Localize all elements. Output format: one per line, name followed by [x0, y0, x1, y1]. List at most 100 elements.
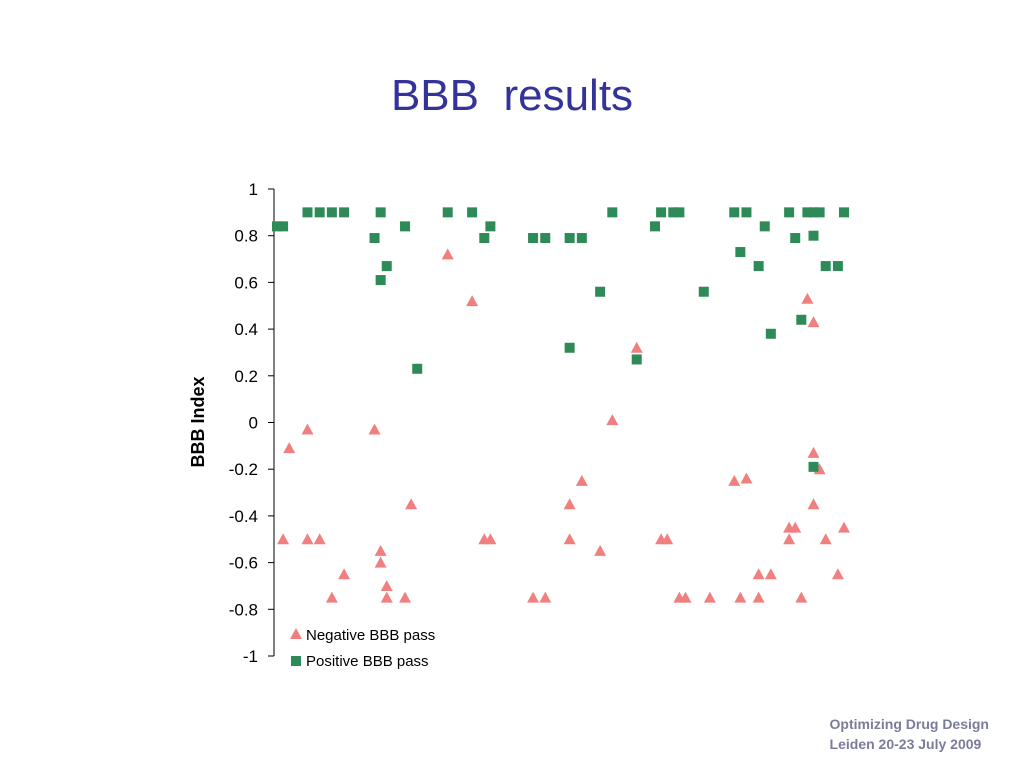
positive-data-point [808, 207, 819, 218]
negative-data-point [325, 591, 338, 603]
positive-data-point [272, 221, 282, 232]
y-axis: 1 0.8 0.6 0.4 0.2 0 -0.2 -0.4 -0.6 -0.8 -1 [229, 180, 275, 666]
negative-data-point [301, 423, 314, 435]
negative-data-point [728, 474, 741, 486]
negative-data-point [819, 533, 832, 545]
positive-data-point [832, 261, 843, 272]
y-tick-group [268, 188, 274, 657]
negative-data-point [277, 533, 290, 545]
positive-data-point [564, 342, 575, 353]
positive-data-point [796, 314, 807, 325]
negative-data-point [374, 556, 387, 568]
y-tick-label: -0.6 [229, 554, 258, 573]
negative-data-point [313, 533, 326, 545]
y-tick-label: -0.2 [229, 460, 258, 479]
positive-data-point [650, 221, 660, 232]
positive-data-point [339, 207, 350, 218]
negative-data-point [368, 423, 381, 435]
negative-data-point [679, 591, 692, 603]
positive-data-point [607, 207, 618, 218]
footer: Optimizing Drug Design Leiden 20-23 July… [830, 714, 989, 754]
negative-data-point [752, 568, 765, 580]
y-tick-label: 0.8 [234, 227, 258, 246]
positive-data-point [814, 207, 825, 218]
negative-data-point [527, 591, 540, 603]
negative-data-point [630, 341, 643, 353]
footer-line-event: Optimizing Drug Design [829, 716, 989, 732]
positive-data-point [302, 207, 313, 218]
y-tick-label: -0.8 [229, 600, 258, 619]
negative-data-point [764, 568, 777, 580]
negative-data-point [795, 591, 808, 603]
y-tick-label: 0.2 [234, 367, 258, 386]
positive-data-point [765, 328, 776, 339]
negative-data-point [484, 533, 497, 545]
negative-series-markers [277, 248, 850, 603]
negative-data-point [466, 295, 479, 307]
positive-data-point [528, 233, 539, 244]
positive-data-point [467, 207, 478, 218]
positive-data-point [412, 363, 423, 374]
negative-data-point [807, 446, 820, 458]
slide-title: BBB results [390, 71, 634, 120]
positive-data-point [369, 233, 380, 244]
positive-data-point [631, 354, 642, 365]
negative-data-point [399, 591, 412, 603]
positive-data-point [314, 207, 325, 218]
positive-data-point [808, 461, 819, 472]
negative-data-point [789, 521, 802, 533]
negative-data-point [734, 591, 747, 603]
positive-data-point [668, 207, 679, 218]
negative-data-point [606, 414, 619, 426]
negative-data-point [563, 533, 576, 545]
y-axis-label: BBB Index [188, 376, 208, 467]
positive-data-point [656, 207, 667, 218]
y-tick-label: -1 [243, 647, 258, 666]
negative-data-point [338, 568, 351, 580]
positive-data-point [729, 207, 740, 218]
negative-data-point [740, 472, 753, 484]
positive-data-point [278, 221, 289, 232]
positive-data-point [479, 233, 490, 244]
positive-data-point [576, 233, 587, 244]
positive-data-point [735, 247, 746, 258]
legend-triangle-icon [290, 628, 302, 639]
negative-data-point [594, 544, 607, 556]
negative-data-point [539, 591, 552, 603]
positive-data-point [698, 286, 709, 297]
positive-data-point [839, 207, 849, 218]
positive-data-point [595, 286, 606, 297]
positive-data-point [375, 207, 386, 218]
negative-data-point [661, 533, 674, 545]
negative-data-point [831, 568, 844, 580]
negative-data-point [380, 591, 393, 603]
legend-label-positive: Positive BBB pass [306, 653, 429, 670]
positive-data-point [820, 261, 831, 272]
positive-data-point [808, 230, 819, 241]
negative-data-point [807, 316, 820, 328]
positive-data-point [564, 233, 575, 244]
negative-data-point [283, 442, 296, 454]
negative-data-point [703, 591, 716, 603]
positive-data-point [540, 233, 551, 244]
negative-data-point [752, 591, 765, 603]
positive-data-point [759, 221, 770, 232]
positive-data-point [400, 221, 411, 232]
positive-data-point [674, 207, 685, 218]
negative-data-point [301, 533, 314, 545]
legend: Negative BBB pass Positive BBB pass [290, 627, 435, 670]
legend-item-positive: Positive BBB pass [291, 653, 429, 670]
y-tick-label: 0.6 [234, 273, 258, 292]
negative-data-point [575, 474, 588, 486]
positive-data-point [442, 207, 453, 218]
y-tick-label: 1 [249, 180, 258, 199]
positive-data-point [784, 207, 795, 218]
positive-data-point [802, 207, 813, 218]
y-tick-label-group: 1 0.8 0.6 0.4 0.2 0 -0.2 -0.4 -0.6 -0.8 -1 [229, 180, 258, 666]
negative-data-point [380, 579, 393, 591]
negative-data-point [838, 521, 850, 533]
positive-data-point [381, 261, 392, 272]
negative-data-point [374, 544, 387, 556]
